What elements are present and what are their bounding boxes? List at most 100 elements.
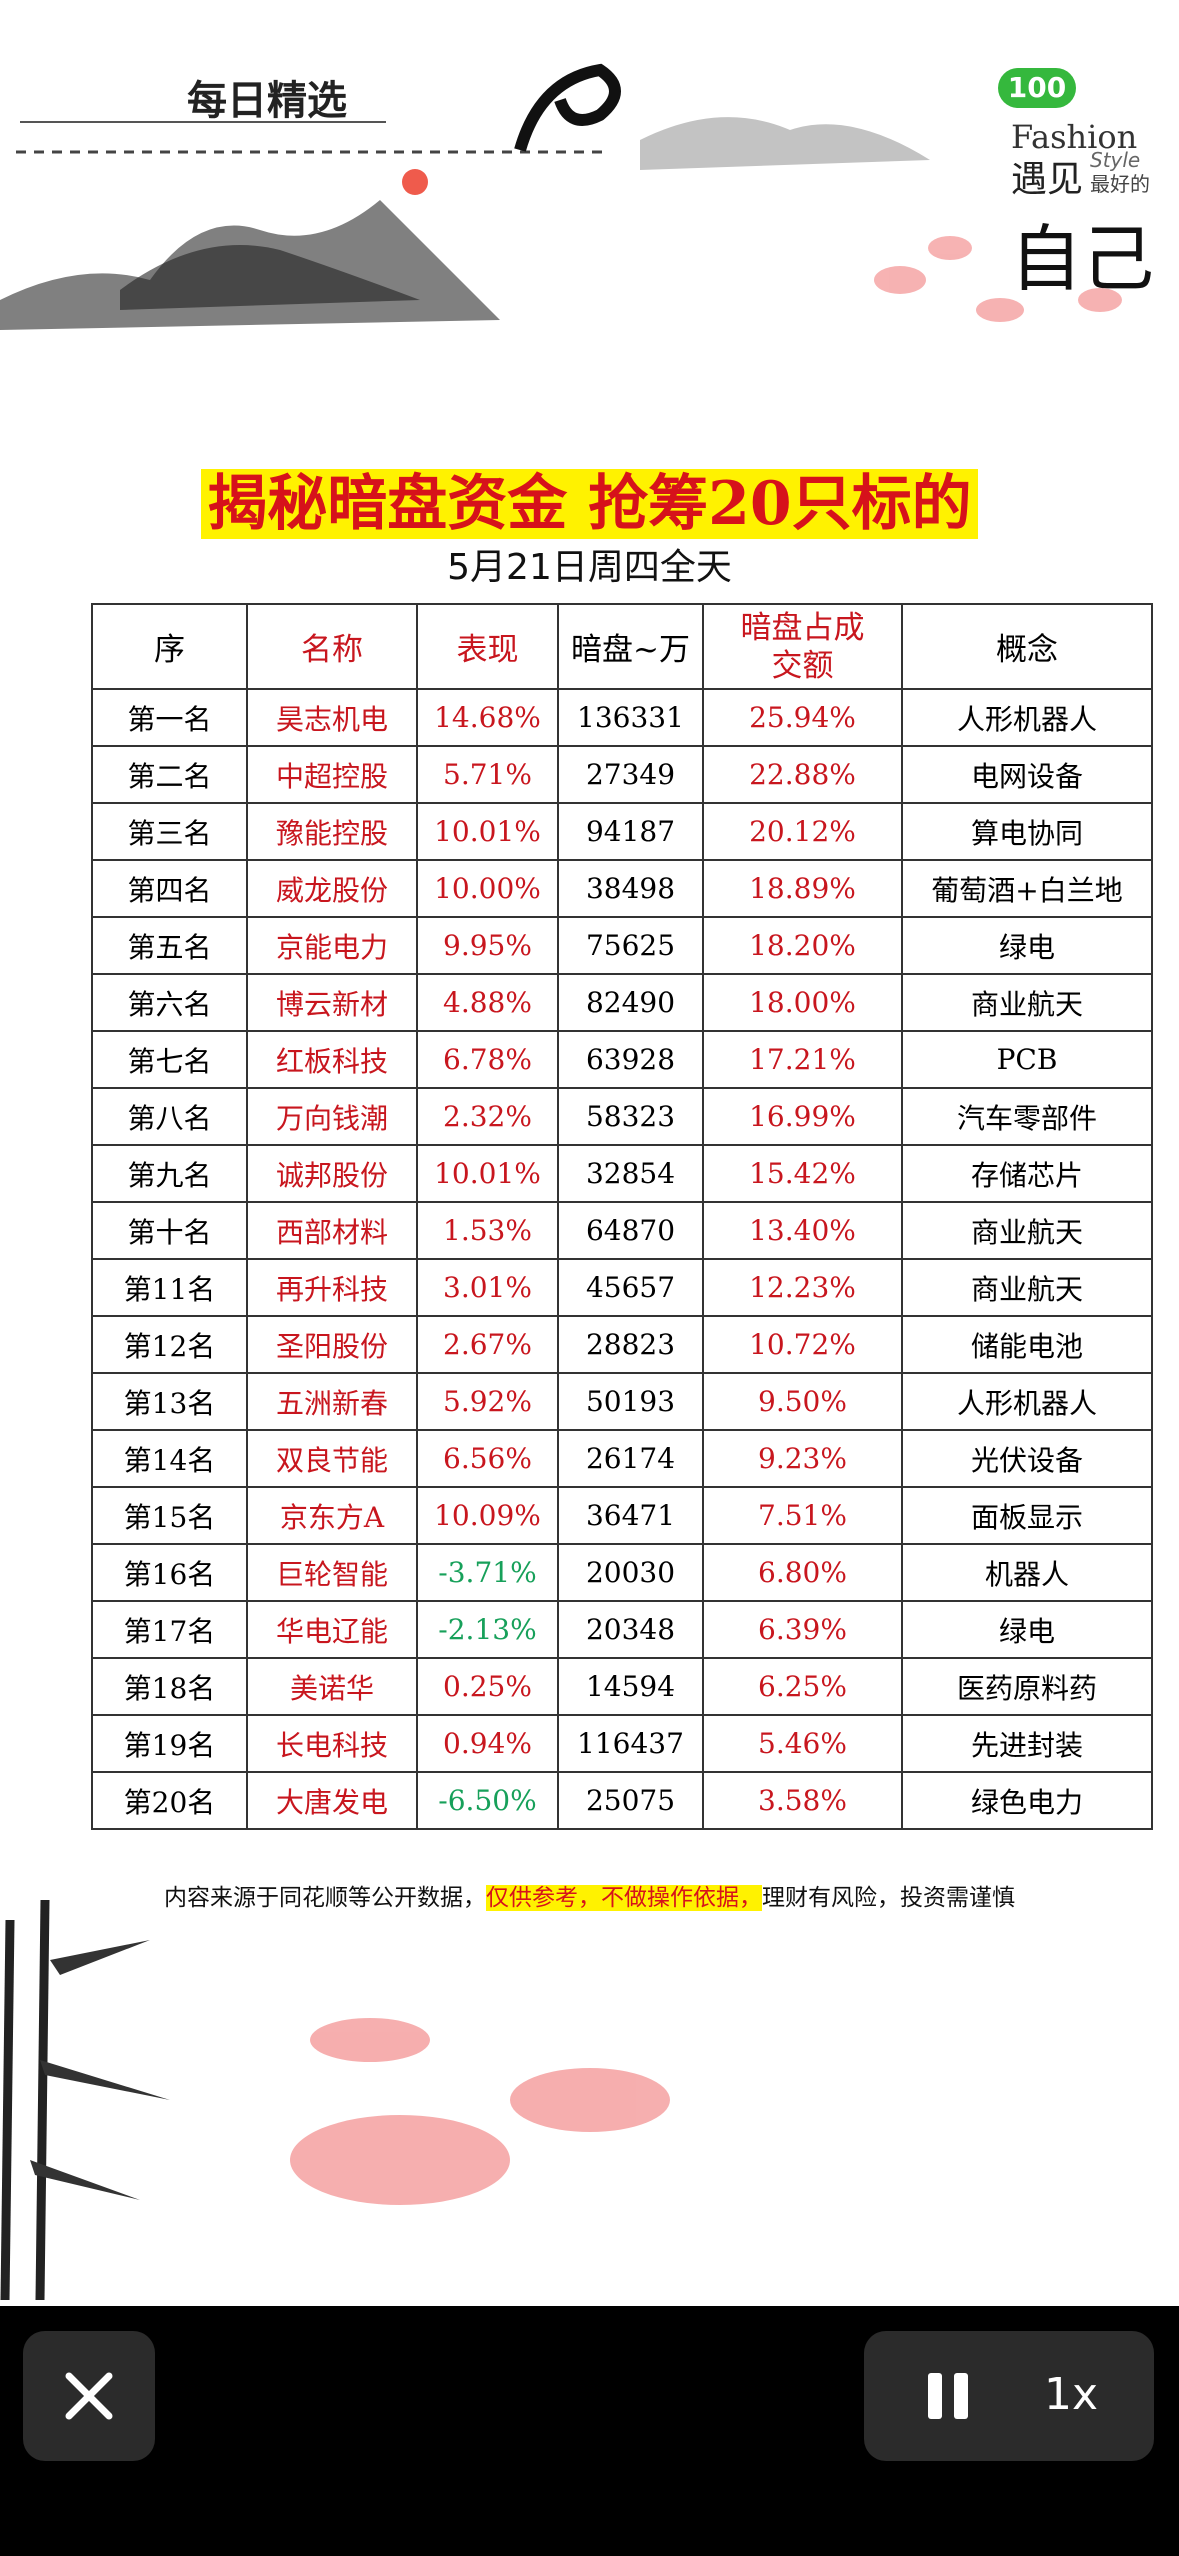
table-cell: 第五名 [91, 916, 248, 975]
brand-cn: 遇见 [1011, 159, 1084, 200]
bamboo [0, 1900, 50, 2300]
table-cell: 巨轮智能 [246, 1543, 418, 1602]
table-cell: 6.78% [416, 1030, 559, 1089]
table-row: 第15名 京东方A 10.09% 36471 7.51% 面板显示 [91, 1486, 1153, 1545]
table-row: 第11名 再升科技 3.01% 45657 12.23% 商业航天 [91, 1258, 1153, 1317]
badge: 100 [998, 68, 1076, 108]
header-cell: 暗盘占成交额 [702, 603, 903, 690]
table-cell: 存储芯片 [901, 1144, 1153, 1203]
table-cell: 58323 [557, 1087, 704, 1146]
table-cell: 面板显示 [901, 1486, 1153, 1545]
table-cell: 美诺华 [246, 1657, 418, 1716]
table-cell: 4.88% [416, 973, 559, 1032]
table-cell: 2.32% [416, 1087, 559, 1146]
table-cell: PCB [901, 1030, 1153, 1089]
table-cell: -3.71% [416, 1543, 559, 1602]
table-cell: 昊志机电 [246, 688, 418, 747]
table-cell: 14.68% [416, 688, 559, 747]
table-cell: 威龙股份 [246, 859, 418, 918]
subtitle: 5月21日周四全天 [447, 547, 732, 588]
pause-button[interactable] [924, 2371, 974, 2421]
table-cell: 17.21% [702, 1030, 903, 1089]
table-cell: 3.01% [416, 1258, 559, 1317]
mountain [120, 245, 420, 310]
table-cell: -6.50% [416, 1771, 559, 1830]
table-cell: 22.88% [702, 745, 903, 804]
table-cell: 绿电 [901, 1600, 1153, 1659]
table-cell: 94187 [557, 802, 704, 861]
table-cell: 第七名 [91, 1030, 248, 1089]
header-label: 每日精选 [187, 78, 347, 124]
table-cell: 光伏设备 [901, 1429, 1153, 1488]
table-cell: 0.94% [416, 1714, 559, 1773]
table-cell: 葡萄酒+白兰地 [901, 859, 1153, 918]
table-cell: 第二名 [91, 745, 248, 804]
table-cell: 10.72% [702, 1315, 903, 1374]
table-cell: 5.46% [702, 1714, 903, 1773]
table-cell: 32854 [557, 1144, 704, 1203]
table-row: 第17名 华电辽能 -2.13% 20348 6.39% 绿电 [91, 1600, 1153, 1659]
speed-button[interactable]: 1x [1044, 2369, 1099, 2420]
table-cell: 36471 [557, 1486, 704, 1545]
table-cell: 26174 [557, 1429, 704, 1488]
table-cell: -2.13% [416, 1600, 559, 1659]
table-row: 第13名 五洲新春 5.92% 50193 9.50% 人形机器人 [91, 1372, 1153, 1431]
table-cell: 10.01% [416, 802, 559, 861]
brand-big: 自己 [1010, 217, 1155, 301]
table-cell: 再升科技 [246, 1258, 418, 1317]
table-cell: 圣阳股份 [246, 1315, 418, 1374]
close-icon [65, 2372, 113, 2420]
table-cell: 20348 [557, 1600, 704, 1659]
lotus [874, 236, 1122, 322]
table-cell: 38498 [557, 859, 704, 918]
table-cell: 人形机器人 [901, 1372, 1153, 1431]
table-cell: 第八名 [91, 1087, 248, 1146]
table-row: 第14名 双良节能 6.56% 26174 9.23% 光伏设备 [91, 1429, 1153, 1488]
table-cell: 电网设备 [901, 745, 1153, 804]
header-cell: 名称 [246, 603, 418, 690]
table-cell: 京东方A [246, 1486, 418, 1545]
table-cell: 1.53% [416, 1201, 559, 1260]
table-cell: 15.42% [702, 1144, 903, 1203]
table-cell: 第17名 [91, 1600, 248, 1659]
table-cell: 长电科技 [246, 1714, 418, 1773]
table-cell: 汽车零部件 [901, 1087, 1153, 1146]
header-cell: 表现 [416, 603, 559, 690]
footer: 内容来源于同花顺等公开数据，仅供参考，不做操作依据，理财有风险，投资需谨慎 [0, 1878, 1179, 1912]
sun [402, 169, 428, 195]
table-cell: 先进封装 [901, 1714, 1153, 1773]
lotus [290, 2018, 670, 2205]
table-cell: 25075 [557, 1771, 704, 1830]
close-button[interactable] [23, 2331, 155, 2461]
table-cell: 28823 [557, 1315, 704, 1374]
table-row: 第一名 昊志机电 14.68% 136331 25.94% 人形机器人 [91, 688, 1153, 747]
table-cell: 华电辽能 [246, 1600, 418, 1659]
header-cell: 概念 [901, 603, 1153, 690]
table-cell: 64870 [557, 1201, 704, 1260]
table-cell: 25.94% [702, 688, 903, 747]
table-cell: 第13名 [91, 1372, 248, 1431]
table-cell: 3.58% [702, 1771, 903, 1830]
brand: Fashion [1011, 118, 1138, 156]
table-cell: 18.00% [702, 973, 903, 1032]
table-row: 第十名 西部材料 1.53% 64870 13.40% 商业航天 [91, 1201, 1153, 1260]
table-cell: 20030 [557, 1543, 704, 1602]
table-cell: 第四名 [91, 859, 248, 918]
table-row: 第18名 美诺华 0.25% 14594 6.25% 医药原料药 [91, 1657, 1153, 1716]
table-row: 第三名 豫能控股 10.01% 94187 20.12% 算电协同 [91, 802, 1153, 861]
table-cell: 中超控股 [246, 745, 418, 804]
table-cell: 豫能控股 [246, 802, 418, 861]
footer-highlight: 仅供参考，不做操作依据， [486, 1885, 762, 1911]
table-cell: 第15名 [91, 1486, 248, 1545]
table-row: 第八名 万向钱潮 2.32% 58323 16.99% 汽车零部件 [91, 1087, 1153, 1146]
table-cell: 商业航天 [901, 1201, 1153, 1260]
table-row: 第二名 中超控股 5.71% 27349 22.88% 电网设备 [91, 745, 1153, 804]
table-cell: 商业航天 [901, 973, 1153, 1032]
table-cell: 第十名 [91, 1201, 248, 1260]
table-cell: 10.01% [416, 1144, 559, 1203]
table-row: 第九名 诚邦股份 10.01% 32854 15.42% 存储芯片 [91, 1144, 1153, 1203]
table-cell: 2.67% [416, 1315, 559, 1374]
table-cell: 9.95% [416, 916, 559, 975]
table-cell: 75625 [557, 916, 704, 975]
